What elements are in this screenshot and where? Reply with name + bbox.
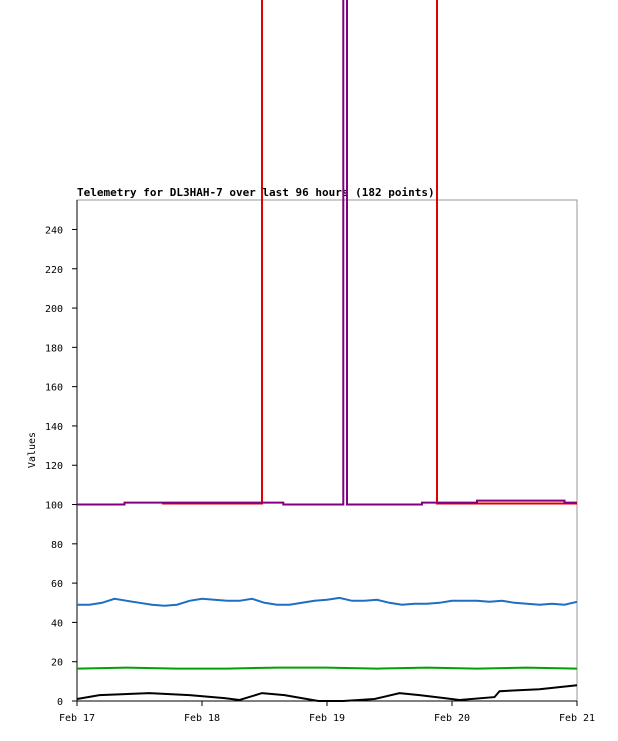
chart-title: Telemetry for DL3HAH-7 over last 96 hour… <box>77 186 435 199</box>
y-tick-label: 240 <box>45 225 63 236</box>
series-line <box>76 684 578 702</box>
x-tick-label: Feb 19 <box>309 713 345 724</box>
y-tick-label: 40 <box>51 618 63 629</box>
x-tick-label: Feb 20 <box>434 713 470 724</box>
y-tick-label: 80 <box>51 540 63 551</box>
y-tick-label: 60 <box>51 579 63 590</box>
x-tick-label: Feb 17 <box>59 713 95 724</box>
series-line <box>76 666 578 670</box>
y-tick-label: 220 <box>45 265 63 276</box>
y-tick-label: 160 <box>45 383 63 394</box>
y-tick-label: 100 <box>45 501 63 512</box>
y-tick-label: 140 <box>45 422 63 433</box>
y-axis-label: Values <box>27 432 38 468</box>
series-line <box>77 596 578 607</box>
y-tick-label: 200 <box>45 304 63 315</box>
y-tick-label: 0 <box>57 697 63 708</box>
y-tick-label: 20 <box>51 658 63 669</box>
y-tick-label: 120 <box>45 461 63 472</box>
y-tick-label: 180 <box>45 343 63 354</box>
series-line <box>77 0 577 506</box>
plot-frame <box>76 199 578 702</box>
series-line <box>162 0 577 505</box>
x-tick-label: Feb 18 <box>184 713 220 724</box>
x-tick-label: Feb 21 <box>559 713 595 724</box>
